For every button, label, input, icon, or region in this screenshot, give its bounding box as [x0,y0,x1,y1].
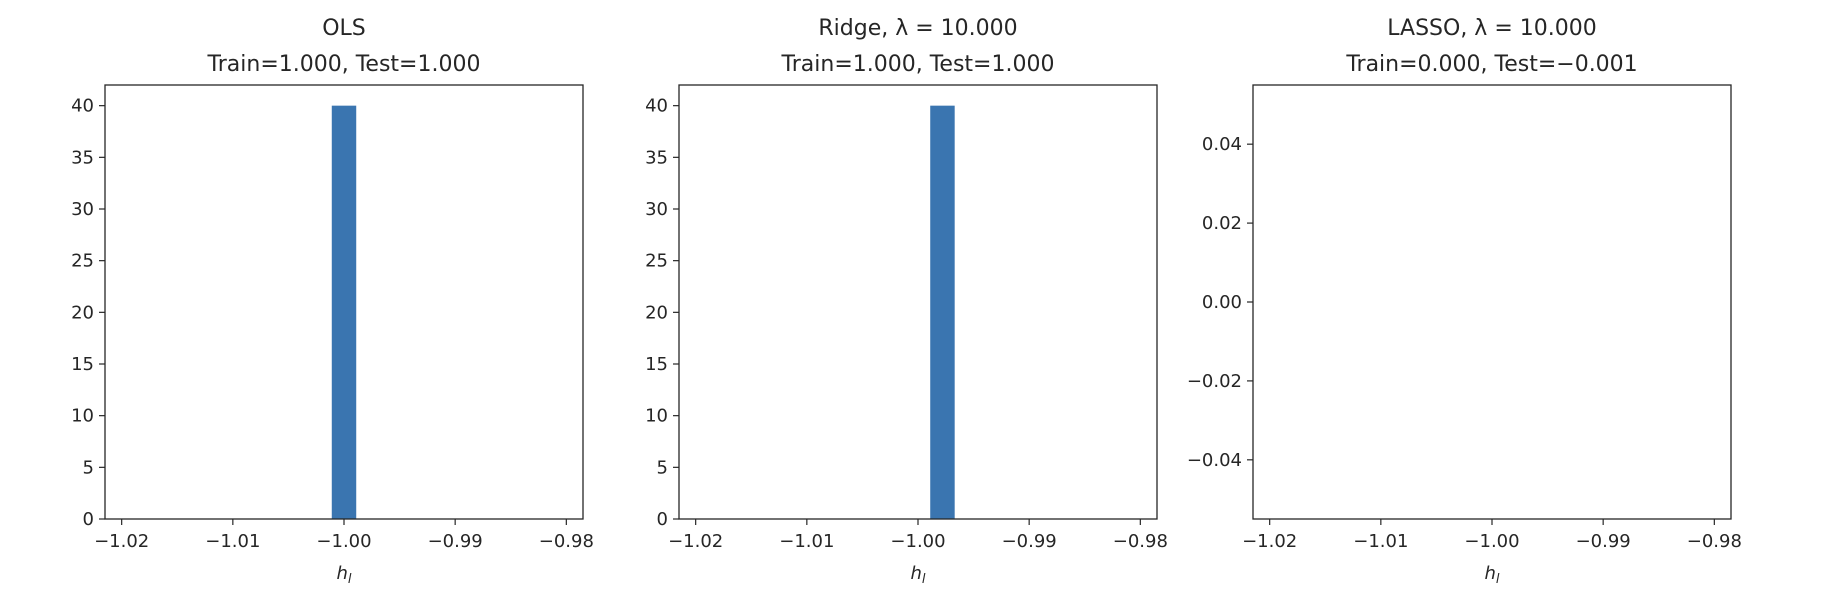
y-tick-label: 10 [645,406,668,427]
x-tick-label: −1.01 [1353,531,1408,552]
x-tick-label: −1.00 [890,531,945,552]
x-tick-label: −1.00 [1464,531,1519,552]
x-axis-label: hl [336,563,351,587]
y-tick-label: 30 [645,199,668,220]
x-tick-label: −1.01 [779,531,834,552]
y-tick-label: 40 [645,96,668,117]
y-tick-label: −0.02 [1187,371,1242,392]
x-tick-label: −0.99 [428,531,483,552]
y-tick-label: 0 [83,509,94,530]
chart-title: Ridge, λ = 10.000 [818,16,1017,41]
y-tick-label: 0.04 [1202,134,1242,155]
y-tick-label: 35 [71,147,94,168]
y-tick-label: 0 [657,509,668,530]
histogram-bar [930,105,955,520]
x-axis-label: hl [1484,563,1499,587]
chart-title: LASSO, λ = 10.000 [1387,16,1596,41]
histogram-bar [331,105,357,520]
y-tick-label: 10 [71,406,94,427]
subplot-1: OLS Train=1.000, Test=1.000 −1.02 −1.01 −1.0… [71,16,594,587]
y-tick-label: 20 [645,302,668,323]
y-tick-label: 20 [71,302,94,323]
x-tick-label: −0.98 [539,531,594,552]
y-tick-label: 30 [71,199,94,220]
y-tick-label: 5 [657,457,668,478]
x-tick-label: −0.98 [1687,531,1742,552]
y-tick-label: 0.02 [1202,213,1242,234]
y-tick-label: 25 [645,251,668,272]
x-tick-label: −0.99 [1576,531,1631,552]
chart-subtitle: Train=0.000, Test=−0.001 [1345,52,1637,77]
y-tick-label: 15 [71,354,94,375]
chart-subtitle: Train=1.000, Test=1.000 [207,52,481,77]
y-tick-label: −0.04 [1187,450,1242,471]
plot-area-frame [1252,84,1732,520]
y-tick-label: 35 [645,147,668,168]
x-tick-label: −0.98 [1113,531,1168,552]
x-tick-label: −1.00 [316,531,371,552]
y-tick-label: 5 [83,457,94,478]
subplot-3: LASSO, λ = 10.000 Train=0.000, Test=−0.00… [1187,16,1742,587]
subplot-2: Ridge, λ = 10.000 Train=1.000, Test=1.000… [645,16,1168,587]
x-tick-label: −1.01 [205,531,260,552]
plot-area-frame [678,84,1158,520]
x-axis-label: hl [910,563,925,587]
chart-subtitle: Train=1.000, Test=1.000 [781,52,1055,77]
x-tick-label: −1.02 [94,531,149,552]
x-tick-label: −1.02 [668,531,723,552]
x-tick-label: −1.02 [1242,531,1297,552]
chart-title: OLS [322,16,366,41]
y-tick-label: 0.00 [1202,292,1242,313]
y-tick-label: 25 [71,251,94,272]
x-tick-label: −0.99 [1002,531,1057,552]
y-tick-label: 15 [645,354,668,375]
y-tick-label: 40 [71,96,94,117]
